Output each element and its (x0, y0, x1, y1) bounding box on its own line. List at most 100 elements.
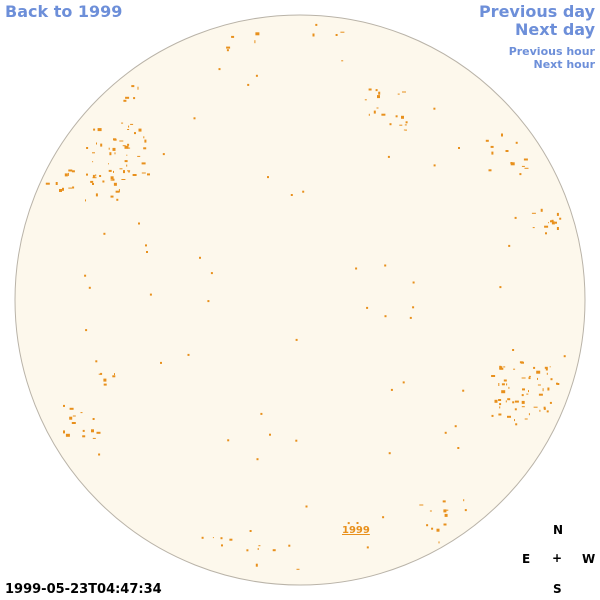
active-region-speckle (499, 286, 502, 289)
active-region-speckle (92, 418, 95, 420)
active-region-speckle (65, 433, 70, 437)
active-region-speckle (123, 99, 127, 102)
active-region-speckle (132, 174, 137, 176)
active-region-speckle (341, 60, 344, 62)
active-region-speckle (199, 256, 201, 259)
active-region-speckle (521, 394, 524, 397)
active-region-speckle (210, 272, 213, 275)
active-region-speckle (249, 530, 252, 532)
active-region-speckle (507, 415, 511, 418)
next-hour-link[interactable]: Next hour (533, 58, 596, 71)
active-region-speckle (366, 546, 369, 549)
active-region-speckle (543, 406, 546, 409)
active-region-speckle (364, 99, 367, 101)
active-region-speckle (510, 162, 513, 164)
active-region-speckle (119, 168, 123, 170)
active-region-speckle (378, 91, 381, 95)
active-region-speckle (100, 372, 103, 375)
active-region-speckle (108, 147, 110, 150)
active-region-speckle (462, 389, 465, 392)
active-region-speckle (220, 537, 223, 540)
active-region-speckle (110, 179, 114, 181)
active-region-speckle (514, 408, 517, 411)
active-region-speckle (404, 124, 407, 126)
observation-timestamp: 1999-05-23T04:47:34 (5, 582, 162, 597)
compass-north-label: N (553, 523, 564, 537)
active-region-speckle (500, 366, 503, 369)
active-region-speckle (123, 170, 125, 174)
active-region-speckle (103, 383, 107, 386)
active-region-speckle (130, 123, 134, 125)
active-region-speckle (503, 366, 506, 368)
active-region-speckle (444, 431, 447, 434)
active-region-speckle (431, 527, 434, 530)
active-region-speckle (62, 187, 64, 191)
active-region-speckle (95, 360, 98, 363)
active-region-speckle (95, 174, 97, 177)
active-region-speckle (138, 222, 140, 225)
active-region-speckle (110, 195, 114, 198)
active-region-speckle (69, 407, 74, 410)
active-region-speckle (82, 435, 86, 438)
active-region-speckle (305, 505, 308, 508)
active-region-speckle (115, 190, 120, 193)
active-region-speckle (551, 219, 554, 222)
active-region-speckle (501, 383, 505, 386)
active-region-speckle (125, 96, 130, 99)
active-region-speckle (108, 169, 112, 172)
active-region-speckle (547, 387, 550, 391)
active-region-speckle (110, 176, 114, 180)
active-region-speckle (544, 225, 549, 228)
active-region-speckle (412, 306, 415, 309)
active-region-speckle (143, 136, 145, 139)
active-region-speckle (409, 316, 412, 319)
active-region-speckle (515, 141, 518, 144)
active-region-speckle (128, 171, 130, 173)
active-region-speckle (71, 422, 76, 424)
active-region-speckle (526, 393, 529, 395)
year-marker-link[interactable]: 1999 (342, 525, 370, 536)
active-region-speckle (71, 170, 75, 173)
active-region-speckle (137, 155, 141, 157)
active-region-speckle (515, 423, 518, 426)
active-region-speckle (67, 172, 69, 176)
active-region-speckle (444, 513, 448, 517)
compass-south-label: S (553, 582, 562, 596)
active-region-speckle (542, 388, 544, 392)
previous-hour-link[interactable]: Previous hour (508, 45, 595, 58)
active-region-speckle (193, 117, 196, 120)
previous-day-link[interactable]: Previous day (478, 2, 595, 21)
active-region-speckle (397, 93, 400, 95)
active-region-speckle (512, 401, 515, 404)
active-region-speckle (443, 523, 447, 526)
active-region-speckle (523, 158, 528, 161)
active-region-speckle (45, 182, 50, 185)
active-region-speckle (116, 198, 119, 201)
active-region-speckle (145, 244, 147, 247)
active-region-speckle (100, 143, 103, 147)
active-region-speckle (498, 383, 500, 386)
next-day-link[interactable]: Next day (515, 20, 595, 39)
active-region-speckle (118, 189, 120, 192)
active-region-speckle (133, 97, 136, 100)
active-region-speckle (162, 153, 165, 156)
active-region-speckle (72, 186, 75, 189)
active-region-speckle (405, 121, 408, 124)
active-region-speckle (521, 377, 526, 379)
active-region-speckle (536, 370, 541, 374)
active-region-speckle (356, 522, 359, 524)
active-region-speckle (384, 315, 387, 318)
active-region-speckle (505, 150, 509, 152)
active-region-speckle (463, 499, 465, 502)
active-region-speckle (513, 368, 516, 370)
back-to-year-link[interactable]: Back to 1999 (5, 2, 123, 21)
active-region-speckle (436, 528, 440, 532)
active-region-speckle (127, 129, 130, 130)
active-region-speckle (340, 31, 345, 33)
active-region-speckle (141, 162, 146, 165)
active-region-speckle (295, 439, 298, 442)
active-region-speckle (207, 300, 210, 303)
active-region-speckle (97, 128, 102, 132)
active-region-speckle (109, 152, 112, 156)
